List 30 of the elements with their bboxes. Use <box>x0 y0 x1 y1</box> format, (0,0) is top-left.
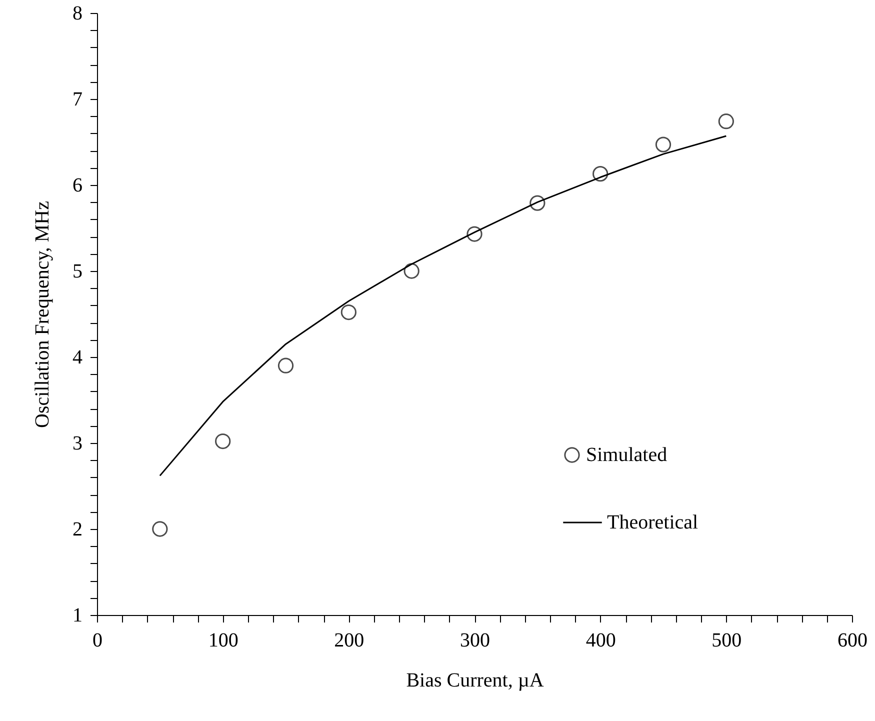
y-axis-title: Oscillation Frequency, MHz <box>32 200 54 428</box>
x-tick-label: 500 <box>712 630 742 652</box>
line-series <box>159 135 727 476</box>
y-tick-label: 4 <box>72 346 82 368</box>
y-tick-label: 3 <box>72 432 82 454</box>
x-tick-label: 0 <box>92 630 102 652</box>
y-tick-label: 6 <box>72 174 82 196</box>
x-tick-label: 400 <box>586 630 616 652</box>
y-tick-label: 2 <box>72 518 82 540</box>
point <box>278 358 294 374</box>
x-tick-label: 200 <box>334 630 364 652</box>
point <box>655 136 672 152</box>
x-tick-label: 300 <box>460 630 490 652</box>
y-tick-label: 1 <box>72 604 82 626</box>
point <box>152 521 168 537</box>
x-tick-label: 100 <box>208 630 238 652</box>
x-tick-label: 600 <box>838 630 868 652</box>
y-tick-label: 7 <box>72 88 82 110</box>
legend-label: Theoretical <box>607 512 698 534</box>
point <box>466 226 482 242</box>
y-tick-label: 8 <box>72 2 82 24</box>
point <box>340 304 356 320</box>
y-tick-label: 5 <box>72 260 82 282</box>
point <box>718 114 734 130</box>
point <box>215 433 231 450</box>
point <box>592 166 608 182</box>
point <box>530 195 546 211</box>
legend-label: Simulated <box>586 444 668 466</box>
x-axis-title: Bias Current, µA <box>406 670 544 692</box>
point <box>404 263 420 279</box>
